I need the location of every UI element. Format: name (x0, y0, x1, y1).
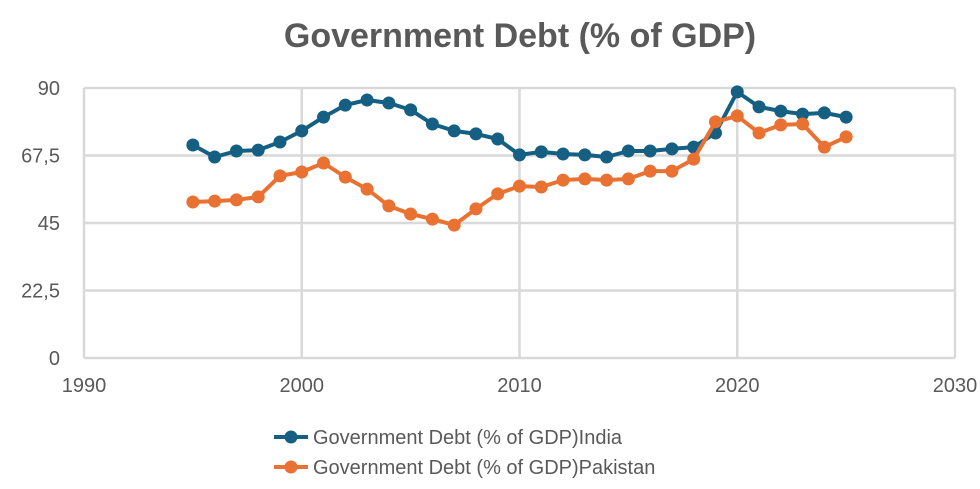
data-point (251, 190, 265, 204)
y-tick-label: 90 (38, 78, 60, 100)
data-point (317, 110, 331, 124)
data-point (752, 100, 766, 114)
x-tick-label: 2000 (280, 375, 325, 397)
data-point (382, 199, 396, 213)
data-point (208, 150, 222, 164)
x-tick-label: 2030 (933, 375, 978, 397)
data-point (273, 135, 287, 149)
data-point (338, 98, 352, 112)
data-point (817, 140, 831, 154)
data-point (208, 194, 222, 208)
series-pakistan (186, 109, 853, 232)
data-point (708, 115, 722, 129)
data-point (600, 150, 614, 164)
data-point (621, 144, 635, 158)
data-point (469, 202, 483, 216)
data-point (404, 207, 418, 221)
data-point (730, 85, 744, 99)
data-point (578, 172, 592, 186)
data-point (513, 148, 526, 162)
legend-item: Government Debt (% of GDP)India (274, 427, 623, 449)
data-point (817, 106, 831, 120)
data-point (839, 110, 853, 124)
data-point (774, 104, 788, 118)
data-point (796, 117, 810, 131)
data-point (578, 148, 592, 162)
data-point (687, 152, 701, 166)
data-point (229, 193, 243, 207)
legend-marker (284, 460, 298, 474)
data-point (469, 127, 483, 141)
y-tick-label: 22,5 (21, 281, 60, 303)
data-point (774, 118, 788, 132)
data-point (273, 169, 287, 183)
data-point (447, 218, 461, 232)
legend-label: Government Debt (% of GDP)India (313, 427, 623, 449)
data-point (382, 96, 396, 110)
data-point (186, 195, 200, 209)
data-point (752, 126, 766, 140)
data-point (491, 187, 505, 201)
data-point (665, 164, 679, 178)
data-point (404, 103, 418, 117)
data-point (447, 124, 461, 138)
data-point (186, 138, 200, 152)
data-point (251, 143, 265, 157)
data-point (730, 109, 744, 123)
y-tick-label: 45 (38, 213, 60, 235)
data-point (425, 212, 439, 226)
y-tick-label: 0 (49, 348, 60, 370)
data-point (534, 145, 548, 159)
chart-title: Government Debt (% of GDP) (284, 17, 756, 55)
x-tick-label: 2010 (497, 375, 542, 397)
data-point (556, 147, 570, 161)
data-point (338, 170, 352, 184)
data-point (665, 142, 679, 156)
data-point (491, 132, 505, 146)
data-point (513, 179, 526, 193)
legend-item: Government Debt (% of GDP)Pakistan (274, 457, 655, 479)
x-tick-label: 2020 (715, 375, 760, 397)
legend-marker (284, 430, 298, 444)
y-tick-label: 67,5 (21, 146, 60, 168)
data-point (643, 144, 657, 158)
data-point (229, 144, 243, 158)
data-point (796, 107, 810, 121)
data-point (295, 124, 309, 138)
data-point (360, 93, 374, 107)
data-point (556, 173, 570, 187)
data-point (621, 172, 635, 186)
legend-label: Government Debt (% of GDP)Pakistan (313, 457, 655, 479)
data-point (600, 173, 614, 187)
x-tick-label: 1990 (62, 375, 107, 397)
series-india (186, 85, 853, 164)
data-point (360, 182, 374, 196)
data-point (643, 164, 657, 178)
data-point (317, 156, 331, 170)
data-point (534, 180, 548, 194)
data-point (839, 130, 853, 144)
data-point (425, 117, 439, 131)
data-point (295, 165, 309, 179)
